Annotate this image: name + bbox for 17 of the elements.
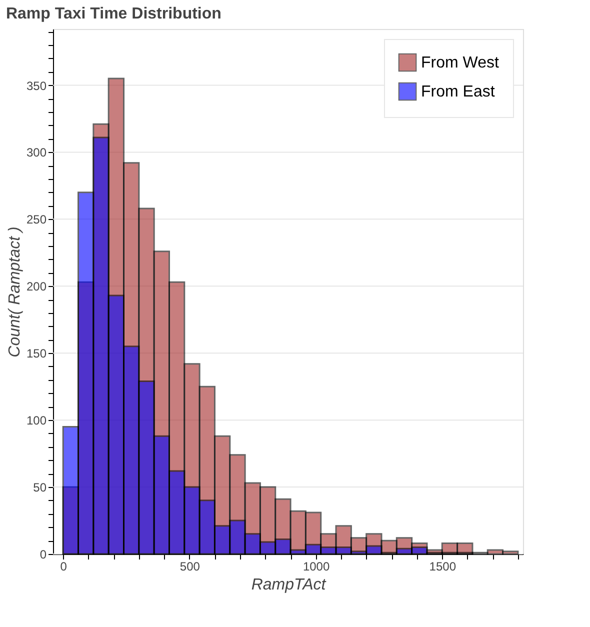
- x-tick-label: 500: [180, 560, 200, 574]
- x-tick-label: 1000: [302, 560, 330, 574]
- y-tick-label: 300: [26, 146, 47, 160]
- legend-label: From East: [421, 84, 496, 100]
- y-tick-label: 350: [26, 78, 47, 93]
- y-axis-title: Count( Ramptact ): [6, 226, 24, 358]
- x-tick-label: 0: [60, 560, 68, 574]
- x-axis-title: RampTAct: [251, 576, 326, 594]
- y-tick-label: 0: [40, 548, 47, 562]
- y-tick-label: 150: [26, 346, 47, 361]
- y-tick-label: 200: [26, 280, 47, 294]
- legend-label: From West: [421, 54, 500, 72]
- y-tick-label: 50: [33, 480, 47, 495]
- chart-title: Ramp Taxi Time Distribution: [6, 6, 222, 23]
- y-tick-label: 250: [26, 212, 47, 227]
- y-tick-label: 100: [26, 414, 47, 428]
- x-tick-label: 1500: [429, 560, 456, 574]
